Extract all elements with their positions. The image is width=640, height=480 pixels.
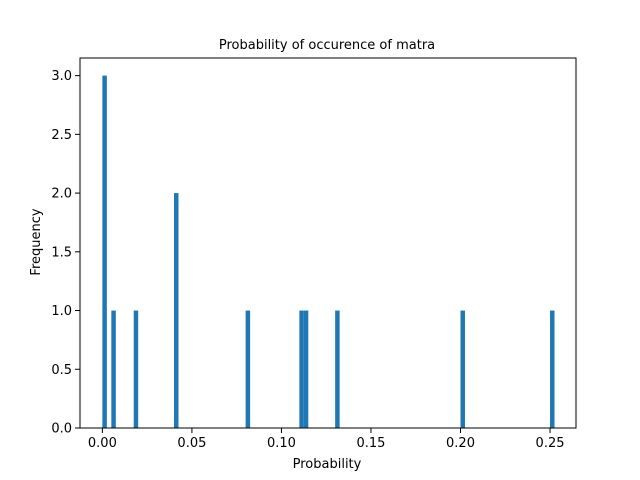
y-axis-ticks: 0.0 0.5 1.0 1.5 2.0 2.5 3.0 (51, 69, 80, 437)
x-tick-label-2: 0.10 (267, 436, 296, 451)
x-tick-label-3: 0.15 (356, 436, 385, 451)
histogram-bar-5 (299, 310, 304, 428)
x-tick-label-4: 0.20 (446, 436, 475, 451)
histogram-bar-9 (550, 310, 555, 428)
x-tick-label-1: 0.05 (177, 436, 206, 451)
x-tick-label-5: 0.25 (536, 436, 565, 451)
y-tick-label-3: 1.5 (51, 245, 72, 260)
plot-frame (79, 57, 577, 429)
histogram-bar-8 (460, 310, 465, 428)
histogram-bar-1 (111, 310, 116, 428)
histogram-bar-0 (102, 75, 107, 429)
histogram-bar-7 (335, 310, 340, 428)
chart-title: Probability of occurence of matra (219, 38, 435, 53)
y-tick-label-1: 0.5 (51, 363, 72, 378)
bars-group (102, 75, 555, 429)
x-axis-ticks: 0.00 0.05 0.10 0.15 0.20 0.25 (88, 428, 565, 451)
histogram-bar-2 (133, 310, 139, 428)
y-tick-label-0: 0.0 (51, 422, 72, 437)
y-tick-label-5: 2.5 (51, 128, 72, 143)
x-tick-label-0: 0.00 (88, 436, 117, 451)
y-tick-label-4: 2.0 (51, 187, 72, 202)
x-axis-label: Probability (293, 457, 362, 472)
histogram-bar-6 (303, 310, 309, 428)
y-axis-label: Frequency (29, 208, 44, 275)
histogram-bar-3 (174, 193, 179, 428)
histogram-bar-4 (245, 310, 251, 428)
y-tick-label-2: 1.0 (51, 304, 72, 319)
y-tick-label-6: 3.0 (51, 69, 72, 84)
